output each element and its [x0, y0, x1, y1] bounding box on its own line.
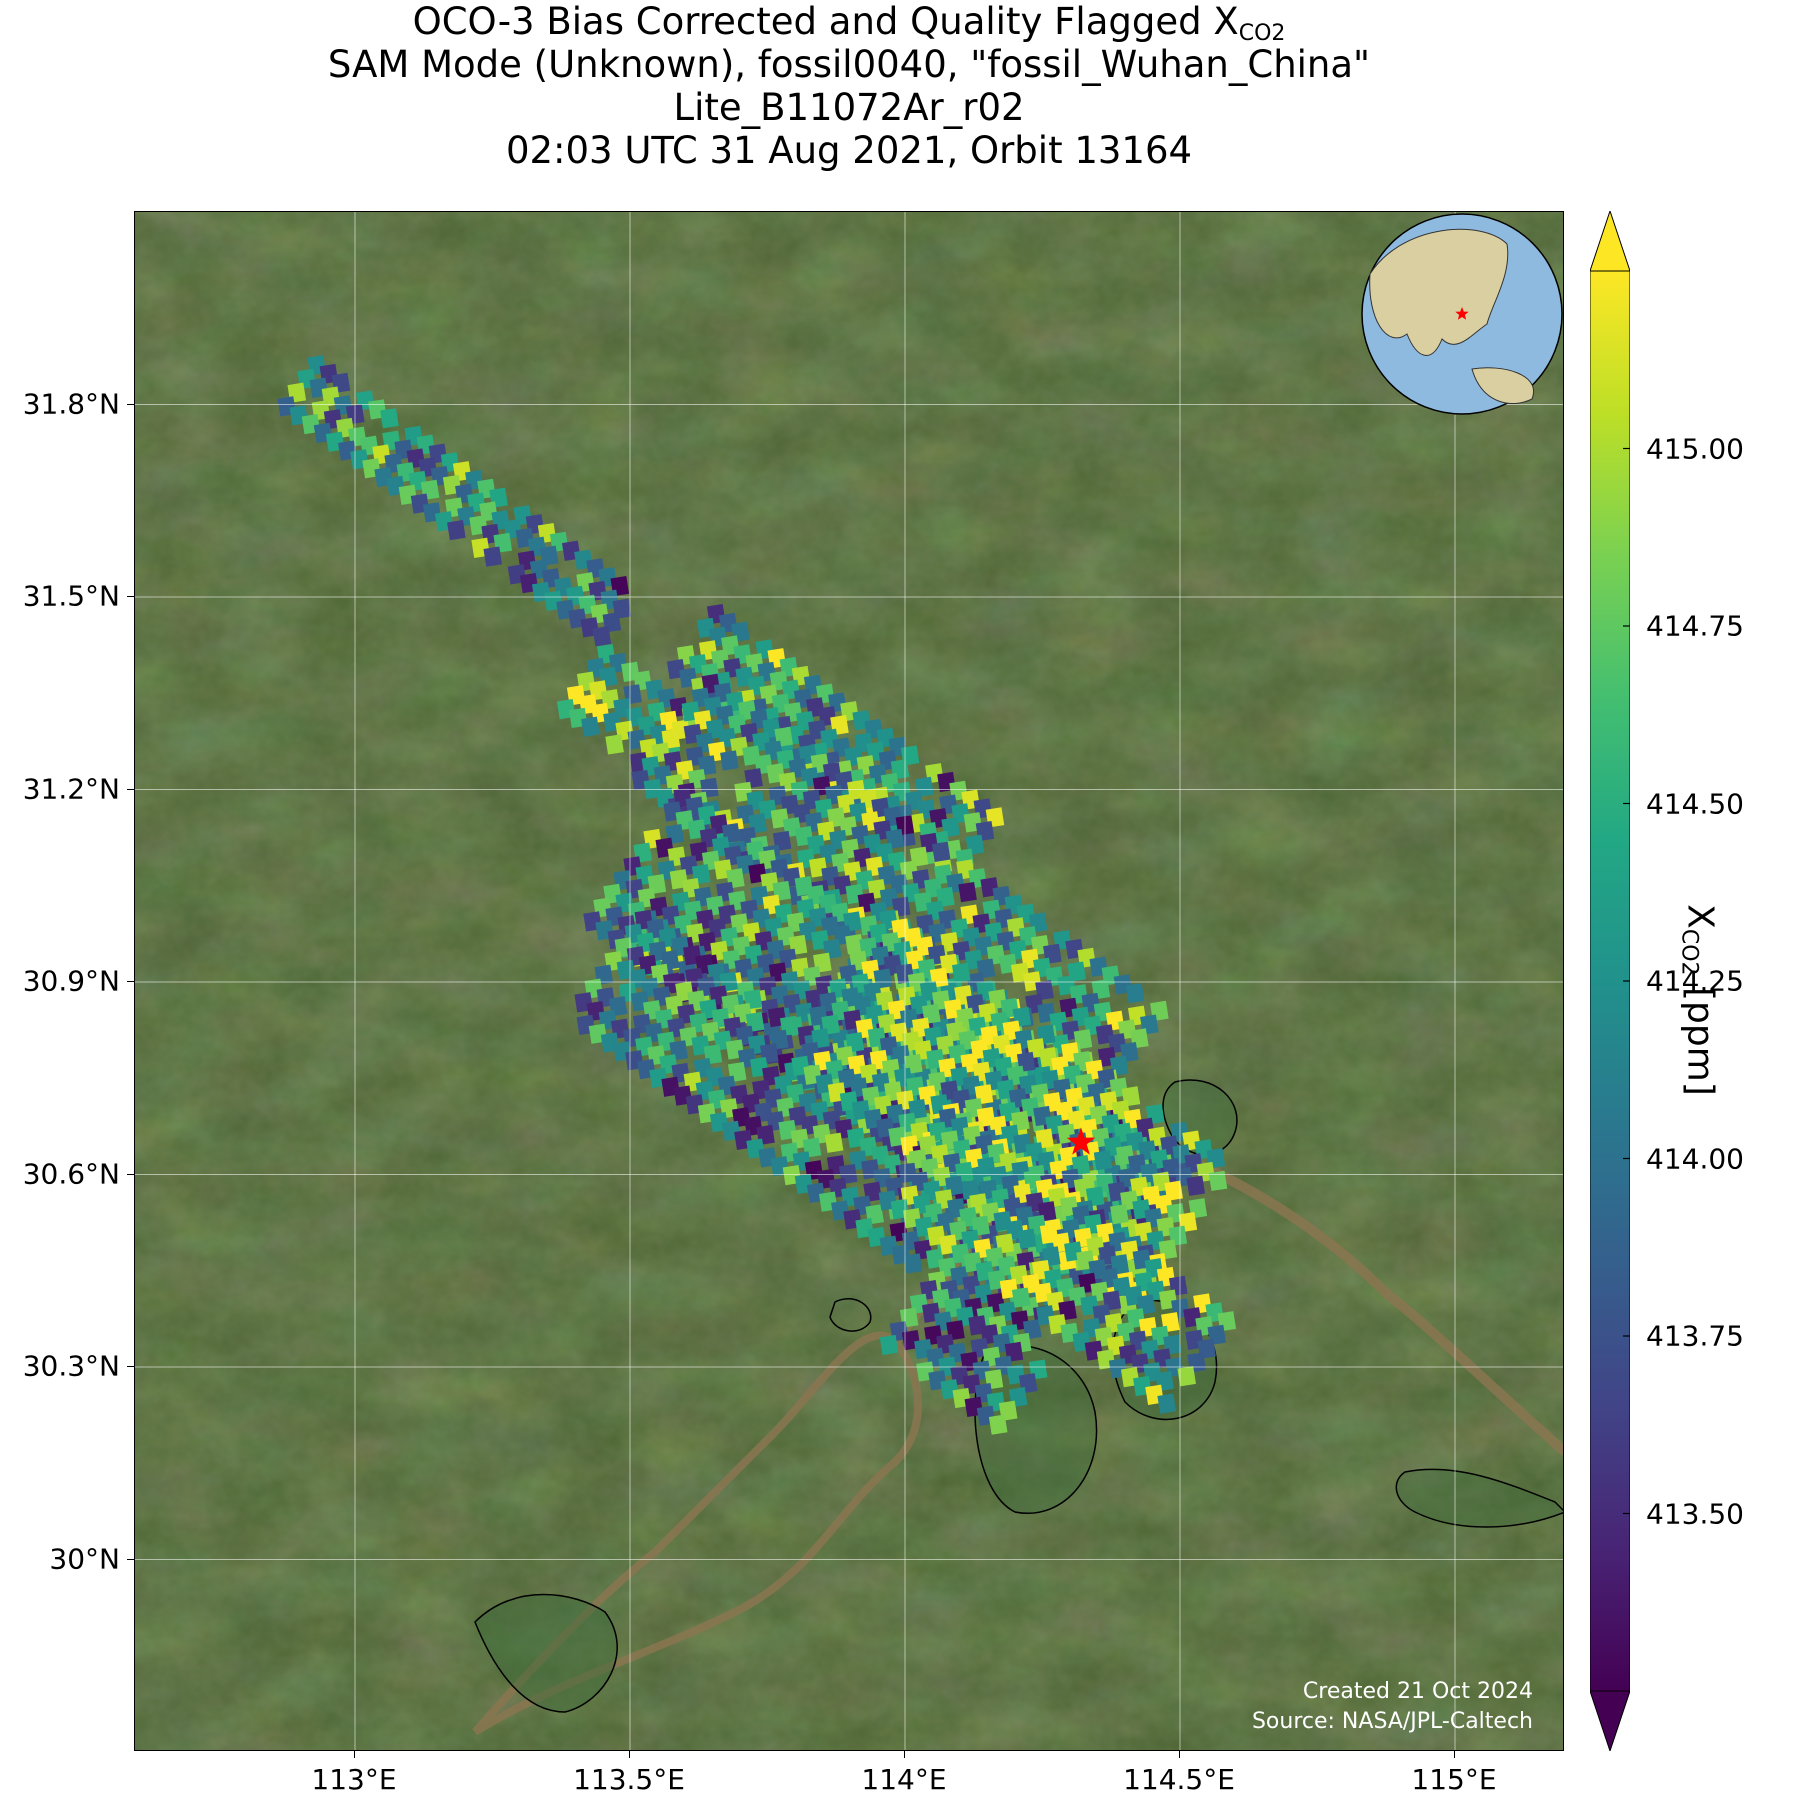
sounding-footprint	[605, 734, 624, 755]
sounding-footprint	[1011, 1287, 1031, 1308]
lat-tick-mark	[127, 1366, 134, 1367]
colorbar	[1590, 211, 1630, 1751]
lon-tick-mark	[1454, 1751, 1455, 1758]
sounding-footprint	[958, 881, 977, 903]
lat-tick-mark	[127, 596, 134, 597]
target-star-marker	[1066, 1127, 1096, 1155]
inset-globe	[1361, 213, 1563, 415]
credit-source: Source: NASA/JPL-Caltech	[1251, 1709, 1533, 1734]
colorbar-tick-label: 414.00	[1646, 1142, 1744, 1175]
lat-tick-mark	[127, 981, 134, 982]
satellite-map	[135, 212, 1563, 1750]
colorbar-extend-min	[1590, 1690, 1630, 1751]
colorbar-extend-max	[1590, 211, 1630, 272]
lon-tick-label: 113°E	[311, 1763, 397, 1796]
lon-tick-mark	[354, 1751, 355, 1758]
sounding-footprint	[931, 841, 951, 862]
sounding-footprint	[951, 962, 971, 983]
lon-tick-mark	[629, 1751, 630, 1758]
map-gridlines	[135, 212, 1563, 1750]
sounding-footprint	[845, 933, 864, 955]
figure-title: OCO-3 Bias Corrected and Quality Flagged…	[134, 0, 1564, 172]
sounding-footprint	[380, 408, 399, 429]
sounding-footprints	[277, 355, 1237, 1435]
globe-location-star-icon	[1455, 307, 1469, 320]
lon-tick-mark	[904, 1751, 905, 1758]
colorbar-tick-label: 413.50	[1646, 1497, 1744, 1530]
sounding-footprint	[1177, 1366, 1196, 1387]
title-line-1: OCO-3 Bias Corrected and Quality Flagged…	[412, 0, 1286, 46]
target-star-icon	[1066, 1127, 1096, 1155]
lat-tick-label: 30.6°N	[22, 1157, 120, 1190]
sounding-footprint	[1157, 1393, 1176, 1414]
sounding-footprint	[483, 546, 503, 567]
lon-tick-mark	[1179, 1751, 1180, 1758]
sounding-footprint	[720, 750, 739, 771]
lat-tick-label: 30.3°N	[22, 1349, 120, 1383]
sounding-footprint	[1093, 1150, 1113, 1171]
map-panel[interactable]: Created 21 Oct 2024 Source: NASA/JPL-Cal…	[134, 211, 1564, 1751]
sounding-footprint	[879, 1334, 899, 1356]
lat-tick-mark	[127, 1558, 134, 1560]
lat-tick-label: 30°N	[49, 1542, 120, 1575]
title-line-2: SAM Mode (Unknown), fossil0040, "fossil_…	[327, 43, 1371, 86]
colorbar-tick-label: 414.50	[1646, 787, 1744, 820]
colorbar-tick-label: 415.00	[1646, 432, 1744, 465]
title-line-4: 02:03 UTC 31 Aug 2021, Orbit 13164	[505, 129, 1193, 172]
colorbar-tick-label: 414.75	[1646, 609, 1744, 643]
sounding-footprint	[581, 716, 600, 737]
lon-tick-label: 113.5°E	[573, 1763, 685, 1796]
sounding-footprint	[988, 1414, 1008, 1435]
colorbar-ticks	[1623, 447, 1630, 1515]
sounding-footprint	[447, 519, 466, 541]
title-line-3: Lite_B11072Ar_r02	[673, 86, 1025, 129]
lon-tick-label: 114°E	[861, 1763, 947, 1796]
colorbar-tick-label: 414.25	[1646, 964, 1744, 998]
lat-tick-mark	[127, 1173, 134, 1175]
globe-landmass	[1369, 228, 1509, 356]
lat-tick-label: 31.5°N	[22, 579, 120, 613]
lat-tick-label: 31.2°N	[22, 772, 120, 805]
sounding-footprint	[592, 626, 612, 647]
sounding-footprint	[903, 1253, 923, 1274]
colorbar-tick-label: 413.75	[1646, 1319, 1744, 1353]
sounding-footprint	[1186, 1175, 1206, 1196]
lon-tick-label: 115°E	[1411, 1763, 1497, 1796]
credit-created: Created 21 Oct 2024	[1302, 1679, 1533, 1704]
lat-tick-label: 30.9°N	[22, 964, 120, 998]
lat-tick-label: 31.8°N	[22, 387, 120, 420]
lat-tick-mark	[127, 403, 134, 405]
sounding-footprint	[1125, 983, 1145, 1004]
sounding-footprint	[1208, 1170, 1228, 1192]
lat-tick-mark	[127, 788, 134, 790]
sounding-footprint	[1017, 1228, 1037, 1249]
sounding-footprint	[960, 1179, 980, 1200]
globe-landmass	[1471, 367, 1535, 405]
sounding-footprint	[824, 1132, 844, 1153]
colorbar-title: XCO2 [ppm]	[1676, 904, 1721, 1096]
sounding-footprint	[1110, 1204, 1129, 1225]
lon-tick-label: 114.5°E	[1123, 1763, 1235, 1796]
